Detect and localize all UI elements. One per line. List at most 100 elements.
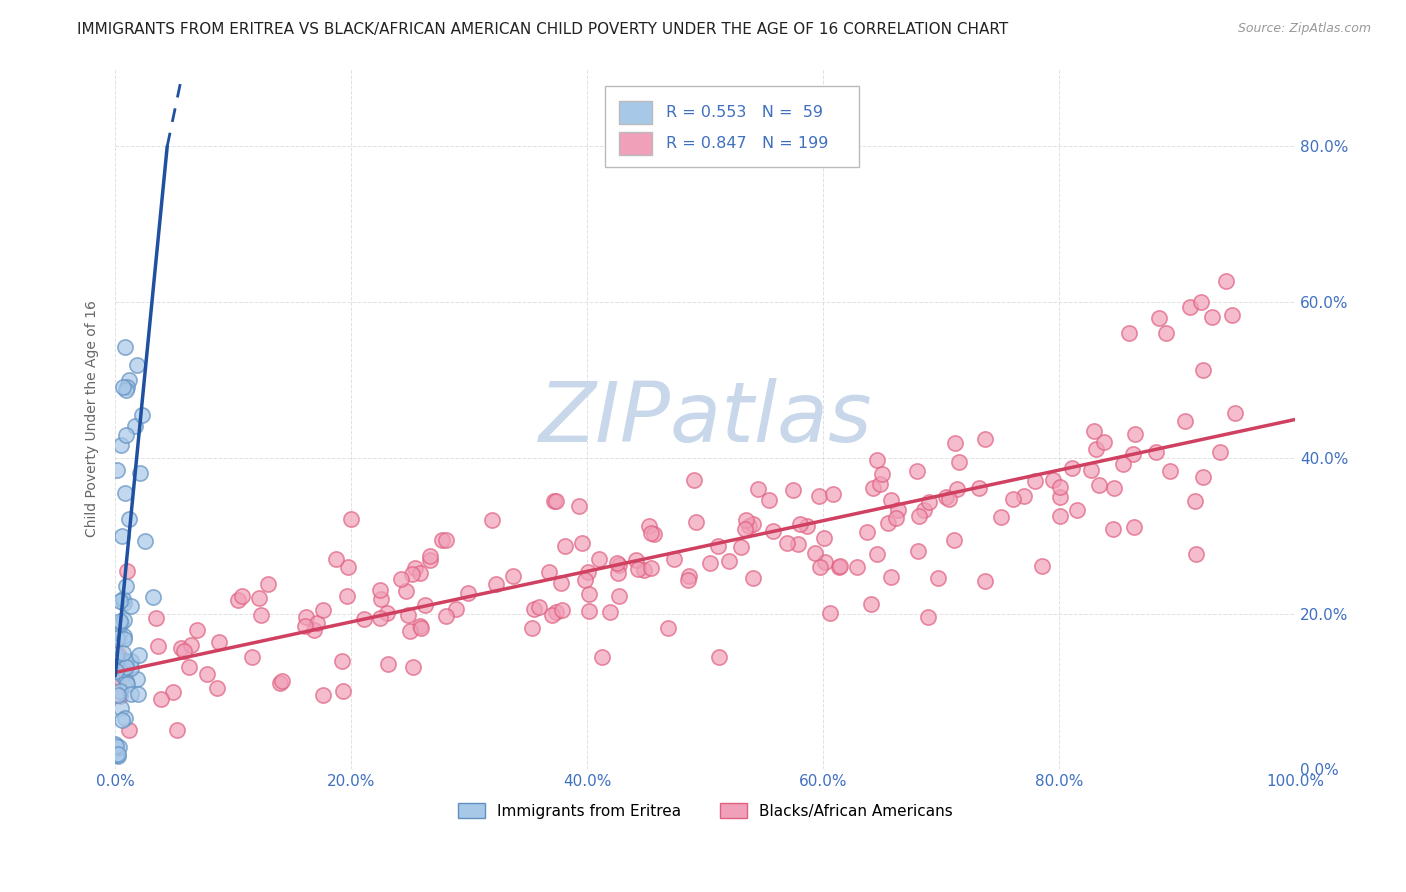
Point [912, 502, 935, 516]
Y-axis label: Child Poverty Under the Age of 16: Child Poverty Under the Age of 16 [86, 301, 100, 537]
Point [340, 512, 363, 526]
Point [166, 723, 188, 738]
Point [676, 574, 699, 588]
Point [571, 536, 593, 550]
Point [457, 586, 479, 600]
Point [747, 482, 769, 496]
Point [131, 409, 153, 423]
Text: ZIPatlas: ZIPatlas [538, 378, 872, 459]
Point [1201, 310, 1223, 325]
Point [1215, 274, 1237, 288]
Point [111, 529, 134, 543]
Point [105, 462, 128, 476]
Point [256, 577, 278, 591]
Point [108, 689, 131, 703]
Point [104, 737, 127, 751]
Point [402, 660, 425, 674]
Point [108, 626, 131, 640]
Point [118, 723, 141, 738]
Point [846, 560, 869, 574]
Point [305, 615, 328, 630]
Bar [619, 132, 652, 154]
Point [1178, 300, 1201, 314]
Point [111, 713, 134, 727]
Point [627, 562, 650, 576]
Point [917, 609, 939, 624]
Point [105, 739, 128, 753]
Point [226, 592, 249, 607]
Point [866, 453, 889, 467]
Point [907, 543, 929, 558]
Point [120, 687, 142, 701]
Point [110, 667, 132, 681]
Point [633, 563, 655, 577]
Point [249, 607, 271, 622]
Point [821, 487, 844, 501]
Point [813, 532, 835, 546]
Point [115, 677, 138, 691]
Point [107, 748, 129, 763]
Point [1223, 406, 1246, 420]
Point [804, 546, 827, 560]
Point [404, 561, 426, 575]
Point [434, 609, 457, 624]
Point [270, 674, 292, 689]
Point [544, 605, 567, 619]
Point [554, 539, 576, 553]
Point [1042, 473, 1064, 487]
Point [162, 685, 184, 699]
Point [105, 660, 128, 674]
Point [1066, 503, 1088, 517]
Point [1144, 445, 1167, 459]
Point [657, 621, 679, 635]
Point [398, 624, 420, 638]
Point [419, 552, 441, 566]
Point [1174, 414, 1197, 428]
Point [678, 569, 700, 583]
Point [1122, 447, 1144, 461]
Point [105, 664, 128, 678]
Point [789, 516, 811, 531]
Point [368, 611, 391, 625]
Point [1001, 492, 1024, 507]
Point [118, 373, 141, 387]
Point [332, 654, 354, 668]
Point [1031, 559, 1053, 574]
Point [311, 689, 333, 703]
Point [869, 476, 891, 491]
Point [1184, 547, 1206, 561]
Point [115, 579, 138, 593]
Point [1192, 363, 1215, 377]
Point [1156, 326, 1178, 340]
Point [502, 568, 524, 582]
Point [375, 607, 398, 621]
Point [887, 503, 910, 517]
Point [1060, 461, 1083, 475]
Point [110, 673, 132, 687]
Point [818, 607, 841, 621]
Point [943, 533, 966, 548]
Point [1049, 509, 1071, 524]
Point [1080, 463, 1102, 477]
Point [758, 493, 780, 508]
Point [434, 533, 457, 547]
Legend: Immigrants from Eritrea, Blacks/African Americans: Immigrants from Eritrea, Blacks/African … [451, 797, 959, 825]
Point [108, 739, 131, 754]
Point [413, 599, 436, 613]
Point [741, 571, 763, 585]
Point [120, 660, 142, 674]
Point [377, 657, 399, 672]
Point [578, 587, 600, 601]
Text: R = 0.553   N =  59: R = 0.553 N = 59 [666, 105, 824, 120]
Point [973, 432, 995, 446]
Point [145, 611, 167, 625]
Point [104, 648, 127, 662]
Point [134, 533, 156, 548]
Point [945, 482, 967, 496]
Point [550, 575, 572, 590]
Point [170, 640, 193, 655]
Point [918, 495, 941, 509]
Point [948, 455, 970, 469]
Point [107, 747, 129, 762]
Point [624, 553, 647, 567]
